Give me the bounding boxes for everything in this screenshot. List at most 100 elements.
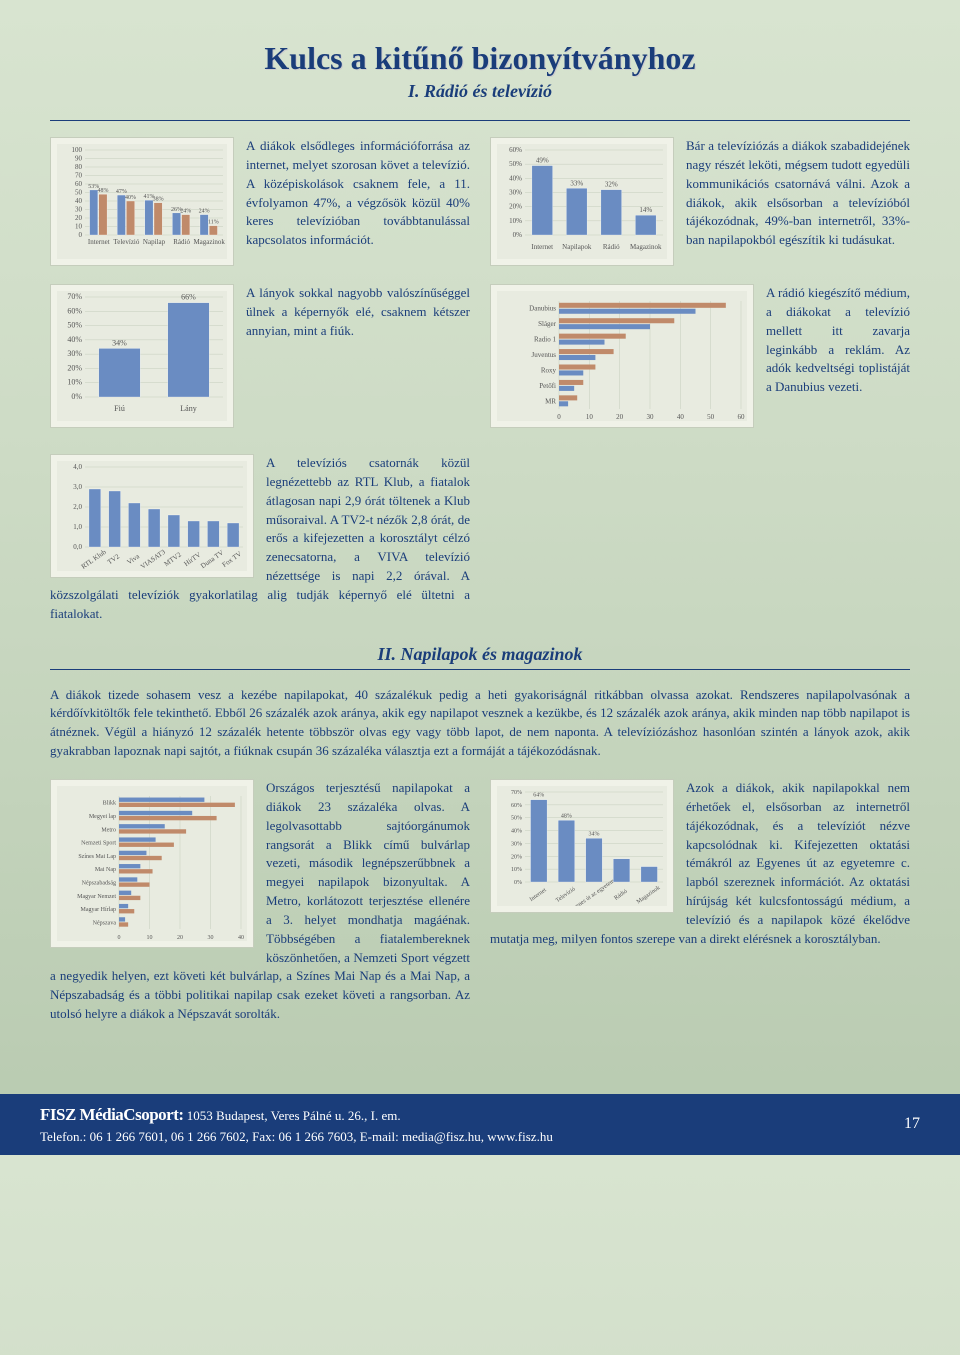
svg-text:40: 40 [677, 413, 685, 421]
svg-text:20: 20 [177, 935, 183, 941]
svg-text:70%: 70% [511, 790, 522, 796]
svg-text:40%: 40% [509, 174, 522, 182]
svg-text:50%: 50% [67, 321, 82, 330]
svg-text:Mai Nap: Mai Nap [95, 867, 116, 873]
svg-text:50%: 50% [511, 816, 522, 822]
footer-brand: FISZ MédiaCsoport: [40, 1105, 184, 1124]
svg-text:MR: MR [545, 397, 556, 405]
svg-text:10%: 10% [67, 378, 82, 387]
svg-text:40%: 40% [67, 335, 82, 344]
divider [50, 120, 910, 121]
svg-text:64%: 64% [533, 793, 544, 799]
svg-text:60: 60 [738, 413, 746, 421]
chart-tv-channels: 0,01,02,03,04,0RTL KlubTV2VivaVIASAT3MTV… [50, 454, 254, 578]
svg-text:0: 0 [118, 935, 121, 941]
footer: FISZ MédiaCsoport: 1053 Budapest, Veres … [0, 1094, 960, 1155]
footer-address: 1053 Budapest, Veres Pálné u. 26., I. em… [187, 1108, 401, 1123]
svg-text:10%: 10% [509, 217, 522, 225]
svg-text:34%: 34% [112, 338, 127, 347]
chart-newspapers: 010203040BlikkMegyei lapMetroNemzeti Spo… [50, 779, 254, 948]
svg-text:66%: 66% [181, 293, 196, 302]
svg-text:20: 20 [616, 413, 624, 421]
svg-text:49%: 49% [536, 157, 549, 165]
section-2-heading: II. Napilapok és magazinok [50, 644, 910, 665]
svg-text:14%: 14% [639, 206, 652, 214]
page-title: Kulcs a kitűnő bizonyítványhoz [50, 40, 910, 77]
svg-text:60%: 60% [509, 146, 522, 154]
svg-text:Internet: Internet [531, 243, 553, 251]
svg-text:Petőfi: Petőfi [539, 382, 556, 390]
svg-text:10: 10 [147, 935, 153, 941]
svg-text:50: 50 [707, 413, 715, 421]
svg-text:48%: 48% [561, 813, 572, 819]
svg-text:30%: 30% [67, 349, 82, 358]
svg-text:30: 30 [647, 413, 655, 421]
svg-text:Színes Mai Lap: Színes Mai Lap [78, 854, 116, 860]
svg-text:32%: 32% [605, 181, 618, 189]
svg-text:60%: 60% [67, 306, 82, 315]
svg-text:34%: 34% [589, 831, 600, 837]
svg-text:90: 90 [75, 155, 83, 163]
svg-text:10: 10 [75, 223, 83, 231]
svg-text:4,0: 4,0 [73, 463, 82, 471]
svg-text:Fiú: Fiú [114, 404, 125, 413]
svg-text:0: 0 [557, 413, 561, 421]
page-number: 17 [904, 1115, 920, 1133]
svg-text:Televízió: Televízió [113, 238, 139, 246]
svg-text:40%: 40% [511, 829, 522, 835]
svg-text:Magyar Hírlap: Magyar Hírlap [81, 907, 117, 913]
divider [50, 669, 910, 670]
svg-text:Juventus: Juventus [532, 351, 557, 359]
svg-text:60%: 60% [511, 803, 522, 809]
chart-alt-sources: 0%10%20%30%40%50%60%70%64%Internet48%Tel… [490, 779, 674, 913]
svg-text:Megyei lap: Megyei lap [89, 814, 116, 820]
svg-text:1,0: 1,0 [73, 523, 82, 531]
svg-text:11%: 11% [208, 220, 219, 226]
svg-text:40: 40 [75, 197, 83, 205]
svg-text:30%: 30% [511, 841, 522, 847]
svg-text:48%: 48% [97, 188, 108, 194]
svg-text:70%: 70% [67, 292, 82, 301]
svg-text:20%: 20% [511, 854, 522, 860]
svg-text:Internet: Internet [88, 238, 110, 246]
svg-text:Rádió: Rádió [603, 243, 620, 251]
svg-text:30: 30 [208, 935, 214, 941]
svg-text:60: 60 [75, 180, 83, 188]
svg-text:24%: 24% [180, 209, 191, 215]
svg-text:Roxy: Roxy [541, 366, 557, 374]
svg-text:Sláger: Sláger [538, 320, 557, 328]
svg-text:0: 0 [79, 231, 83, 239]
svg-text:10: 10 [586, 413, 594, 421]
svg-text:33%: 33% [570, 179, 583, 187]
svg-text:Napilap: Napilap [143, 238, 166, 246]
svg-text:Magyar Nemzet: Magyar Nemzet [77, 894, 116, 900]
svg-text:0%: 0% [513, 231, 523, 239]
svg-text:40: 40 [238, 935, 244, 941]
chart-gender: 0%10%20%30%40%50%60%70%34%Fiú66%Lány [50, 284, 234, 428]
svg-text:100: 100 [72, 146, 83, 154]
svg-text:30: 30 [75, 206, 83, 214]
svg-text:20%: 20% [509, 203, 522, 211]
svg-text:40%: 40% [125, 195, 136, 201]
svg-text:2,0: 2,0 [73, 503, 82, 511]
svg-text:0%: 0% [71, 392, 82, 401]
footer-telephone: Telefon.: 06 1 266 7601, 06 1 266 7602, … [40, 1129, 553, 1144]
svg-text:Napilapok: Napilapok [562, 243, 592, 251]
svg-text:Radio 1: Radio 1 [534, 336, 556, 344]
svg-text:3,0: 3,0 [73, 483, 82, 491]
svg-text:Népszabadság: Népszabadság [82, 880, 116, 886]
paragraph-6: A diákok tizede sohasem vesz a kezébe na… [50, 686, 910, 761]
chart-radio-stations: 0 10 20 30 40 50 60 Danubius Sláger Radio 1 Juvent… [490, 284, 754, 428]
svg-text:24%: 24% [199, 209, 210, 215]
svg-text:Lány: Lány [180, 404, 196, 413]
svg-text:20: 20 [75, 214, 83, 222]
svg-text:Nemzeti Sport: Nemzeti Sport [81, 841, 116, 847]
svg-text:50%: 50% [509, 160, 522, 168]
svg-text:10%: 10% [511, 867, 522, 873]
svg-text:Népszava: Népszava [93, 920, 117, 926]
svg-text:Blikk: Blikk [103, 801, 116, 807]
svg-text:Magazinok: Magazinok [193, 238, 225, 246]
svg-text:80: 80 [75, 163, 83, 171]
svg-text:Danubius: Danubius [529, 305, 556, 313]
svg-text:50: 50 [75, 189, 83, 197]
